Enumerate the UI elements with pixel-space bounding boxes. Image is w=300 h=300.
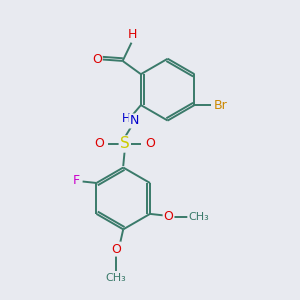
Text: O: O xyxy=(92,53,102,66)
Text: O: O xyxy=(95,137,105,151)
Text: O: O xyxy=(111,243,121,256)
Text: CH₃: CH₃ xyxy=(188,212,209,222)
Text: Br: Br xyxy=(214,99,227,112)
Text: H: H xyxy=(128,28,137,41)
Text: O: O xyxy=(145,137,155,151)
Text: CH₃: CH₃ xyxy=(106,273,126,283)
Text: H: H xyxy=(122,112,130,125)
Text: F: F xyxy=(73,173,80,187)
Text: S: S xyxy=(120,136,130,152)
Text: O: O xyxy=(164,210,173,223)
Text: N: N xyxy=(129,115,139,128)
